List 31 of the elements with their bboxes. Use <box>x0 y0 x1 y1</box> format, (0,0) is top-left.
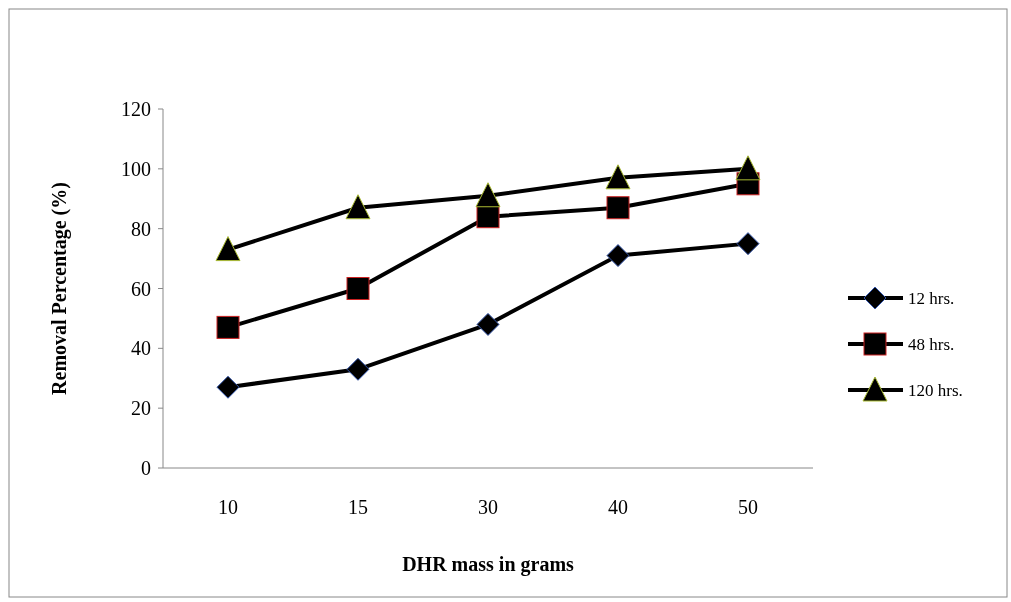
y-tick-label: 100 <box>121 157 151 180</box>
point <box>215 236 241 262</box>
legend-label: 120 hrs. <box>908 380 963 400</box>
point <box>476 205 500 229</box>
point <box>476 312 500 336</box>
y-tick-label: 0 <box>141 457 151 479</box>
y-tick-label: 40 <box>131 337 151 360</box>
point <box>216 375 240 399</box>
point <box>606 244 630 268</box>
point <box>735 155 761 181</box>
legend-label: 12 hrs. <box>908 288 955 308</box>
point <box>605 164 631 190</box>
point <box>346 357 370 381</box>
y-tick-label: 60 <box>131 277 151 300</box>
y-tick-label: 80 <box>131 217 151 240</box>
point <box>216 315 240 339</box>
y-tick-label: 20 <box>131 397 151 420</box>
point <box>606 196 630 220</box>
x-axis-title: DHR mass in grams <box>402 553 575 576</box>
x-tick-label: 15 <box>348 496 368 518</box>
x-tick-label: 50 <box>738 496 758 518</box>
legend-label: 48 hrs. <box>908 334 955 354</box>
y-axis-title: Removal Percentage (%) <box>48 182 71 395</box>
point <box>346 277 370 300</box>
x-tick-label: 10 <box>218 496 238 518</box>
x-tick-label: 40 <box>608 496 628 518</box>
x-tick-label: 30 <box>478 496 498 518</box>
point <box>345 194 371 220</box>
y-tick-label: 120 <box>121 98 151 120</box>
point <box>736 232 760 256</box>
point <box>475 182 501 208</box>
